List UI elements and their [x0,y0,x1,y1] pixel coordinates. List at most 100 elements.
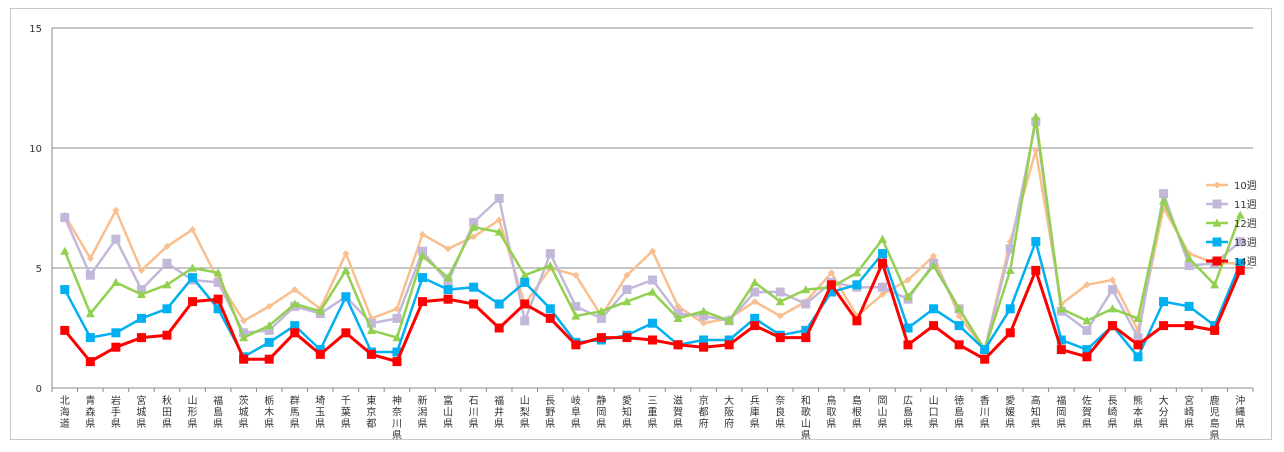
x-tick-label: 沖縄県 [1235,394,1245,430]
y-tick-label: 10 [29,144,42,155]
data-point [1108,276,1116,284]
data-point [724,335,734,345]
data-point [469,282,479,292]
x-tick-label: 長崎県 [1107,395,1117,430]
x-tick-label: 茨城県 [239,394,249,430]
data-point [188,263,198,272]
y-tick-label: 5 [36,264,42,275]
data-point [495,216,503,224]
data-point [392,357,402,367]
data-point [60,246,70,255]
data-point [801,325,811,335]
x-tick-label: 京都府 [699,394,709,430]
data-point [239,328,249,338]
data-point [341,265,351,274]
x-tick-label: 滋賀県 [673,394,683,430]
data-point [776,312,784,320]
data-point [188,297,198,307]
data-point [648,275,657,285]
data-point [852,280,862,290]
data-point [1159,189,1169,199]
x-tick-label: 鹿児島県 [1210,394,1220,441]
data-point [1235,210,1245,219]
data-point [315,349,325,359]
x-tick-label: 愛媛県 [1005,394,1015,430]
data-point [494,323,504,333]
x-tick-label: 兵庫県 [750,394,760,430]
legend-label: 13週 [1234,237,1257,249]
data-point [545,304,555,314]
data-point [954,304,964,313]
x-tick-label: 大分県 [1159,394,1169,430]
data-point [418,273,428,283]
data-point [1133,340,1143,350]
data-point [1107,321,1117,331]
data-point [494,193,504,203]
x-tick-label: 秋田県 [162,394,172,430]
x-tick-label: 山形県 [188,395,198,430]
x-tick-label: 高知県 [1031,394,1041,430]
data-point [1159,196,1169,205]
x-tick-label: 北海道 [60,395,70,430]
data-point [955,312,963,320]
data-point [1159,297,1169,307]
data-point [545,313,555,323]
data-point [1159,321,1169,331]
data-point [418,251,428,260]
data-point [213,304,223,314]
data-point [826,287,836,297]
data-point [213,294,223,304]
x-tick-label: 和歌山県 [801,395,811,441]
data-point [954,321,964,331]
data-point [929,261,939,270]
data-point [649,247,656,255]
data-point [290,299,300,308]
data-point [1133,333,1143,343]
data-point [1235,265,1245,275]
data-point [1031,112,1041,121]
y-tick-label: 0 [36,384,42,395]
data-point [673,309,683,319]
data-point [545,261,555,270]
data-point [699,342,709,352]
data-point [929,321,939,331]
data-point [1082,316,1092,325]
data-point [1107,285,1117,295]
data-point [444,245,452,253]
data-point [801,299,811,309]
data-point [878,290,886,298]
data-point [903,340,913,350]
data-point [724,316,734,325]
data-point [162,330,172,340]
data-point [443,273,453,282]
legend-marker [1212,256,1222,266]
x-tick-label: 大阪府 [724,394,734,430]
data-point [571,340,581,350]
legend-label: 11週 [1234,199,1257,211]
x-tick-label: 広島県 [903,394,913,430]
x-tick-label: 岐阜県 [571,394,581,430]
data-point [443,294,453,304]
data-point [1031,265,1041,275]
data-point [60,325,70,335]
data-point [826,280,836,290]
legend-label: 14週 [1234,256,1257,268]
data-point [392,333,402,342]
data-point [1056,345,1066,355]
data-point [392,347,402,357]
data-point [648,335,657,345]
data-point [136,333,146,343]
legend-marker [1212,199,1222,209]
data-point [85,333,95,343]
x-tick-label: 岩手県 [111,394,121,430]
data-point [86,254,94,262]
data-point [136,313,146,323]
data-point [596,306,606,315]
data-point [189,226,197,234]
data-point [980,354,990,364]
data-point [801,285,811,294]
x-tick-label: 佐賀県 [1082,395,1092,430]
y-tick-label: 15 [29,24,42,35]
data-point [264,321,274,330]
data-point [163,242,171,250]
